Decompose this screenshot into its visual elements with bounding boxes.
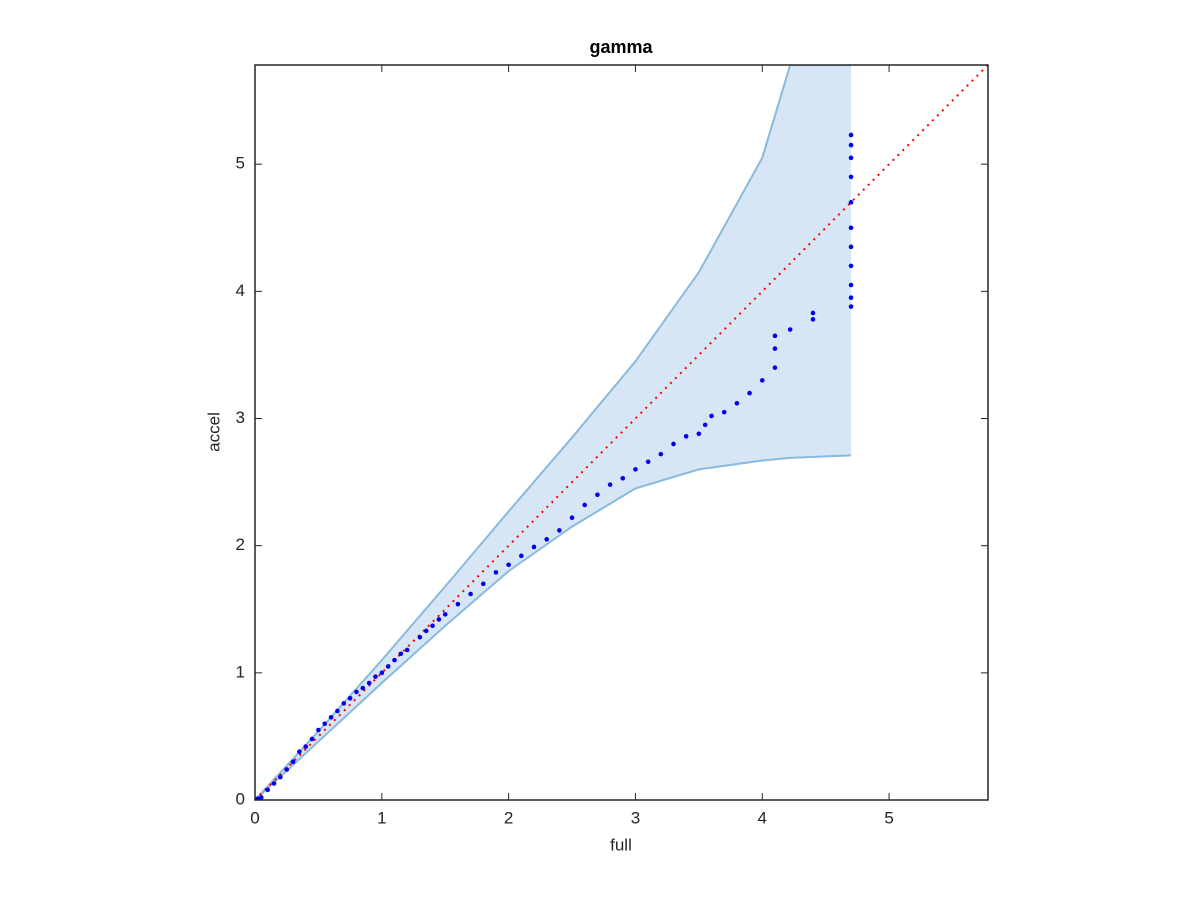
x-axis-label: full (610, 835, 632, 854)
point (316, 727, 321, 733)
point (595, 492, 600, 498)
y-tick-label: 4 (236, 281, 245, 300)
x-tick-label: 2 (504, 808, 513, 827)
band-area (255, 65, 852, 800)
point (297, 749, 302, 754)
point (335, 708, 340, 714)
point (848, 244, 854, 250)
point (544, 537, 549, 542)
point (309, 736, 315, 742)
point (379, 670, 385, 676)
y-tick-label: 2 (236, 535, 245, 554)
point (442, 612, 448, 617)
point (702, 422, 708, 428)
point (430, 623, 435, 629)
point (696, 431, 702, 437)
point (255, 796, 260, 800)
point (360, 685, 366, 691)
point (772, 333, 778, 339)
point (772, 346, 778, 351)
point (557, 528, 562, 533)
y-tick-label: 5 (236, 154, 245, 173)
point (480, 581, 486, 587)
point (734, 400, 740, 406)
point (341, 701, 347, 706)
point (848, 295, 854, 301)
point (848, 200, 854, 205)
y-tick-label: 1 (236, 662, 245, 681)
point (772, 365, 778, 370)
point (322, 721, 328, 727)
point (810, 310, 816, 316)
axes-box (254, 64, 989, 801)
x-tick-label: 3 (631, 808, 640, 827)
point (747, 390, 752, 396)
point (531, 544, 537, 550)
point (582, 502, 588, 508)
point (468, 591, 473, 597)
point (506, 562, 511, 568)
plot-area (255, 65, 988, 800)
point (519, 553, 524, 559)
point (392, 657, 397, 663)
point (347, 695, 353, 701)
point (848, 174, 854, 180)
point (848, 263, 854, 269)
point (354, 689, 359, 695)
point (787, 327, 793, 332)
x-tick-label: 1 (377, 808, 386, 827)
point (658, 451, 664, 457)
x-tick-label: 5 (884, 808, 893, 827)
point (417, 634, 423, 640)
point (848, 304, 854, 309)
point (848, 132, 854, 138)
point (671, 441, 676, 447)
point (721, 409, 727, 415)
point (810, 317, 816, 322)
band-lower (255, 454, 852, 800)
point (683, 434, 689, 439)
point (620, 475, 626, 481)
chart-title: gamma (589, 37, 653, 57)
point (271, 781, 277, 786)
point (633, 467, 638, 472)
point (848, 142, 854, 148)
point (607, 482, 613, 487)
reference-line (255, 65, 988, 800)
point (848, 225, 854, 231)
point (265, 787, 270, 793)
point (709, 413, 714, 419)
point (645, 459, 651, 465)
point (303, 744, 309, 749)
point (423, 628, 429, 634)
band-upper (255, 65, 852, 800)
point (373, 674, 378, 679)
point (259, 795, 264, 800)
point (455, 601, 461, 607)
point (848, 282, 854, 288)
point (848, 155, 854, 161)
y-tick-label: 3 (236, 408, 245, 427)
point (436, 617, 442, 622)
y-tick-label: 0 (236, 789, 245, 808)
point (569, 515, 575, 520)
point (278, 774, 283, 780)
point (759, 378, 765, 383)
point (328, 715, 334, 720)
x-tick-label: 4 (758, 808, 767, 827)
point (404, 647, 410, 653)
point (398, 651, 404, 657)
point (493, 570, 499, 575)
point (290, 759, 296, 765)
point (385, 664, 391, 669)
y-axis-label: accel (204, 412, 223, 452)
point (284, 767, 290, 772)
point (366, 680, 372, 686)
x-tick-label: 0 (250, 808, 259, 827)
